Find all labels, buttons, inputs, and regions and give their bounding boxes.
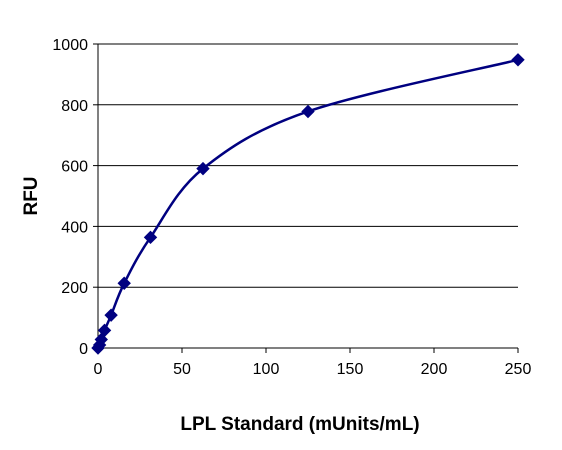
x-tick-label: 150 xyxy=(337,361,364,378)
y-tick-label: 200 xyxy=(61,280,88,297)
x-tick-label: 200 xyxy=(421,361,448,378)
y-tick-label: 400 xyxy=(61,219,88,236)
data-point-7 xyxy=(196,161,210,176)
data-point-5 xyxy=(117,276,131,290)
y-tick-label: 600 xyxy=(61,159,88,176)
data-point-8 xyxy=(301,104,315,119)
x-tick-label: 0 xyxy=(94,361,103,378)
data-series xyxy=(91,53,525,355)
data-point-9 xyxy=(511,53,525,67)
y-tick-label: 0 xyxy=(79,341,88,358)
data-point-4 xyxy=(104,308,118,322)
data-point-3 xyxy=(97,323,112,338)
tick-labels: 0 200 400 600 800 1000 0 50 100 150 200 250 xyxy=(52,37,531,378)
x-tick-label: 100 xyxy=(253,361,280,378)
data-point-6 xyxy=(143,230,158,245)
x-axis-title: LPL Standard (mUnits/mL) xyxy=(180,414,419,435)
y-tick-label: 1000 xyxy=(52,37,88,54)
axes xyxy=(93,43,519,353)
x-tick-label: 250 xyxy=(505,361,532,378)
series-line-0 xyxy=(96,58,519,349)
gridlines xyxy=(98,43,518,288)
y-tick-label: 800 xyxy=(61,98,88,115)
x-tick-label: 50 xyxy=(173,361,191,378)
y-axis-title: RFU xyxy=(21,176,42,215)
